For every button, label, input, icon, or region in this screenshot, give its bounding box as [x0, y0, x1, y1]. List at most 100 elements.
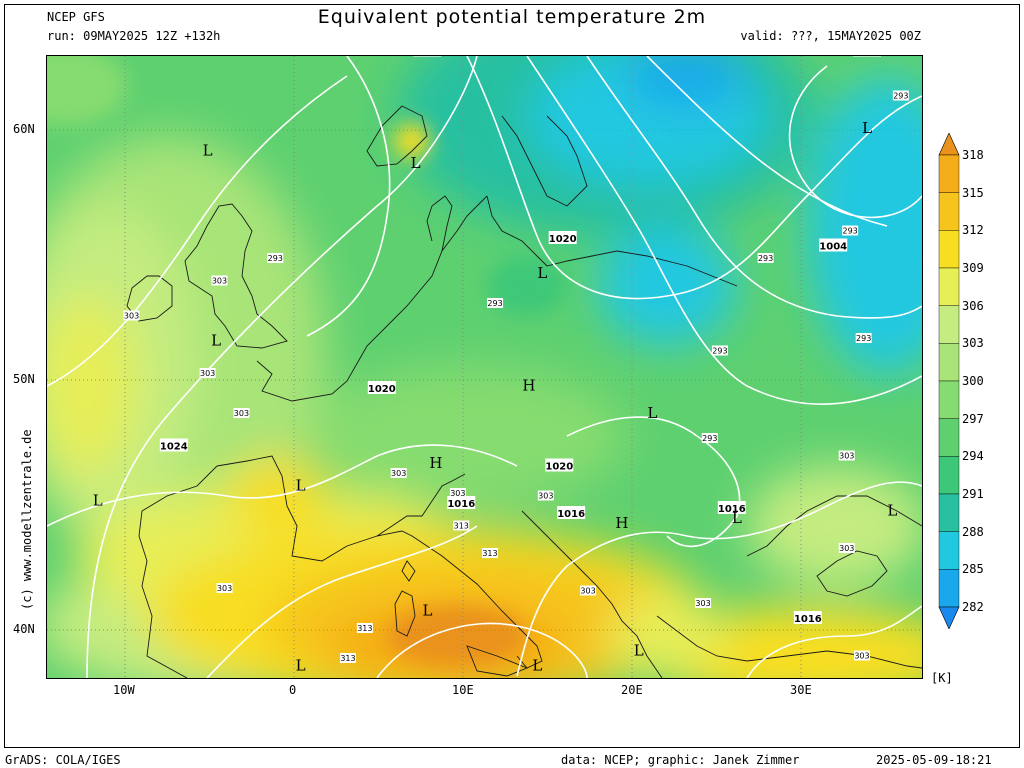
pressure-label: 1004: [819, 242, 847, 253]
colorbar-segment: [938, 343, 960, 382]
isobar-line: [788, 65, 922, 219]
high-pressure-center: H: [615, 514, 628, 532]
theta-label: 303: [450, 489, 465, 498]
theta-label-box: [838, 450, 855, 461]
footer-timestamp: 2025-05-09-18:21: [876, 753, 992, 767]
low-pressure-center: L: [634, 642, 644, 660]
theta-label-box: [449, 488, 466, 498]
low-pressure-center: L: [296, 477, 306, 495]
theta-label-box: [580, 585, 597, 596]
low-pressure-center: L: [93, 492, 103, 510]
isobar-line: [306, 56, 391, 337]
theta-label: 303: [234, 409, 249, 418]
isobars: [47, 56, 922, 678]
high-pressure-center: H: [522, 377, 535, 395]
isobar-line: [47, 444, 518, 527]
colorbar-level-label: 306: [962, 298, 984, 313]
isobar-line: [466, 56, 922, 300]
plot-frame: [4, 4, 1020, 748]
theta-labels: 2932932932932933033032932932933033032933…: [123, 90, 909, 663]
theta-label: 303: [839, 452, 854, 461]
colorbar-level-label: 309: [962, 261, 984, 275]
theta-label-box: [537, 490, 554, 501]
coastlines: [126, 105, 922, 678]
colorbar-segment: [938, 267, 960, 306]
map-title: Equivalent potential temperature 2m: [317, 6, 707, 28]
lat-label-60n: 60N: [13, 122, 35, 136]
colorbar-level-label: 312: [962, 223, 984, 238]
theta-label-box: [711, 345, 728, 356]
pressure-label-box: [853, 56, 882, 57]
pressure-label: 1016: [718, 504, 746, 515]
theta-label-box: [123, 310, 140, 321]
theta-label-box: [339, 653, 356, 663]
colorbar-segment: [938, 305, 960, 344]
theta-label: 303: [124, 312, 139, 321]
pressure-labels: 1024 1004 1020 1004 1020 1024 1020 1016 1016 1016…: [159, 56, 882, 625]
theta-label: 313: [340, 654, 355, 663]
colorbar-segment: [938, 531, 960, 570]
theta-label-box: [453, 520, 470, 531]
pressure-label-box: [545, 458, 574, 472]
isobar-line: [646, 56, 888, 227]
colorbar-segment: [938, 230, 960, 269]
theta-label: 313: [357, 624, 372, 633]
theta-label-box: [390, 468, 407, 478]
isobar-line: [206, 525, 478, 678]
theta-label-box: [892, 90, 909, 101]
isobar-line: [746, 605, 922, 678]
low-pressure-center: L: [411, 154, 421, 172]
theta-label-box: [853, 650, 870, 661]
valid-time: valid: ???, 15MAY2025 00Z: [740, 29, 921, 43]
theta-label: 293: [712, 347, 727, 356]
low-pressure-center: L: [532, 657, 542, 675]
colorbar-level-label: 318: [962, 148, 984, 162]
theta-label-box: [216, 583, 233, 593]
low-pressure-center: L: [296, 657, 306, 675]
colorbar-segment: [938, 192, 960, 231]
isobar-line: [86, 56, 478, 678]
theta-label: 313: [482, 549, 497, 558]
pressure-label: 1020: [549, 234, 577, 245]
low-pressure-center: L: [211, 332, 221, 350]
pressure-label: 1016: [447, 499, 475, 510]
theta-label-box: [481, 548, 498, 558]
theta-label: 303: [391, 469, 406, 478]
colorbar-bottom-arrow: [938, 606, 960, 629]
theta-label-box: [855, 333, 872, 343]
colorbar-segment: [938, 154, 960, 193]
pressure-label-box: [819, 238, 848, 252]
isobar-line: [516, 481, 922, 677]
low-pressure-center: L: [647, 404, 657, 422]
theta-label-box: [838, 543, 855, 553]
lon-label-10w: 10W: [113, 683, 135, 697]
lon-label-30e: 30E: [790, 683, 812, 697]
pressure-label-box: [447, 496, 476, 509]
colorbar-level-label: 291: [962, 487, 984, 501]
colorbar-level-label: 303: [962, 336, 984, 351]
isobar-line: [526, 56, 922, 405]
theta-label: 293: [758, 254, 773, 263]
colorbar-level-label: 282: [962, 600, 984, 614]
theta-label-box: [842, 225, 859, 236]
theta-label-box: [701, 433, 718, 443]
pressure-label-box: [159, 438, 188, 452]
low-pressure-center: L: [422, 602, 432, 620]
theta-label-box: [487, 298, 504, 308]
low-pressure-center: L: [203, 142, 213, 160]
isobar-line: [566, 416, 741, 548]
model-name: NCEP GFS: [47, 10, 105, 24]
theta-label: 293: [893, 92, 908, 101]
colorbar-level-label: 294: [962, 449, 984, 464]
theta-label: 303: [538, 492, 553, 501]
footer-credits: data: NCEP; graphic: Janek Zimmer: [561, 753, 800, 767]
theta-label: 303: [200, 369, 215, 378]
lat-label-40n: 40N: [13, 622, 35, 636]
theta-label: 303: [839, 544, 854, 553]
theta-label-box: [211, 275, 228, 286]
theta-label: 313: [454, 522, 469, 531]
theta-label-box: [695, 598, 712, 608]
theta-label: 293: [487, 299, 502, 308]
high-pressure-center: H: [429, 454, 442, 472]
theta-label-box: [757, 253, 774, 263]
